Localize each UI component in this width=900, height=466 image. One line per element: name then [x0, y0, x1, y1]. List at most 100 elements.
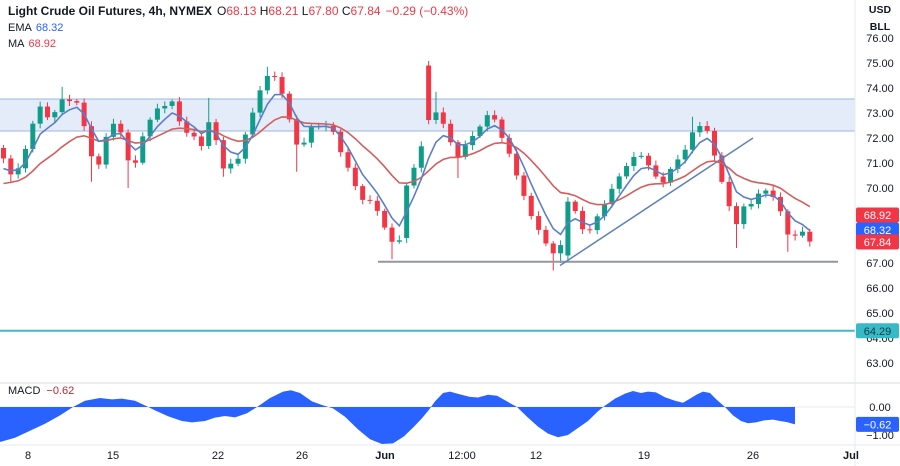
macd-label-box — [856, 416, 899, 432]
candle-body — [638, 155, 644, 157]
candle-body — [44, 106, 50, 118]
candle-body — [279, 77, 285, 94]
time-label[interactable]: 12:00 — [448, 450, 476, 462]
candle-body — [220, 140, 226, 169]
candle-body — [770, 190, 776, 198]
time-label[interactable]: 26 — [296, 450, 308, 462]
candle-body — [697, 126, 703, 133]
candle-body — [338, 131, 344, 153]
candle-body — [580, 211, 586, 230]
candle-body — [88, 126, 94, 157]
candle-body — [103, 136, 109, 165]
candle-body — [528, 195, 534, 217]
ma-legend-row[interactable]: MA 68.92 — [8, 38, 468, 50]
price-tick: 75.00 — [866, 58, 894, 70]
price-tick: 70.00 — [866, 183, 894, 195]
time-label[interactable]: 19 — [638, 450, 650, 462]
candle-body — [294, 119, 300, 145]
time-label[interactable]: 26 — [747, 450, 759, 462]
ohlc-key: H — [259, 4, 269, 18]
candle-body — [37, 106, 43, 124]
price-tick: 74.00 — [866, 83, 894, 95]
candle-body — [176, 101, 182, 122]
candle-body — [8, 158, 14, 175]
ohlc-key: O — [217, 4, 227, 18]
candle-body — [382, 210, 388, 228]
candle-body — [799, 231, 805, 236]
candle-body — [389, 227, 395, 242]
ohlc-values: O68.13 H68.21 L67.80 C67.84 — [217, 4, 381, 18]
time-label[interactable]: Jul — [843, 450, 859, 462]
candle-body — [367, 199, 373, 201]
candle-body — [616, 176, 622, 189]
ohlc-key: C — [341, 4, 351, 18]
time-label[interactable]: 12 — [530, 450, 542, 462]
candle-body — [726, 181, 732, 207]
candle-body — [734, 206, 739, 225]
candle-body — [154, 108, 160, 120]
candle-body — [360, 186, 366, 200]
time-label[interactable]: 22 — [212, 450, 224, 462]
candle-body — [462, 145, 468, 158]
price-label-text: 64.29 — [864, 326, 892, 338]
ma-line — [3, 116, 811, 208]
candle-body — [125, 132, 131, 161]
macd-tick: 0.00 — [869, 402, 890, 414]
candle-body — [411, 167, 417, 186]
candle-body — [492, 115, 498, 120]
time-label[interactable]: Jun — [375, 450, 395, 462]
candle-body — [536, 216, 542, 230]
candle-body — [147, 119, 153, 137]
candle-body — [426, 65, 432, 120]
ohlc-value: 67.84 — [350, 4, 381, 18]
price-label-text: 68.92 — [864, 210, 892, 222]
candle-body — [132, 160, 138, 163]
candle-body — [792, 234, 798, 236]
candle-body — [198, 136, 204, 146]
candle-body — [521, 175, 527, 196]
candles — [1, 61, 813, 271]
axis-unit-usd: USD — [869, 4, 892, 16]
candle-body — [499, 119, 505, 138]
price-tick: 76.00 — [866, 33, 894, 45]
macd-tick: −1.00 — [866, 430, 894, 442]
candle-body — [1, 148, 6, 159]
candle-body — [110, 123, 116, 137]
candle-body — [140, 136, 146, 163]
candle-body — [484, 115, 490, 127]
candle-body — [396, 240, 402, 242]
candle-body — [660, 176, 666, 183]
price-label-box — [856, 323, 899, 339]
ohlc-value: 68.13 — [226, 4, 257, 18]
candle-body — [712, 130, 718, 156]
macd-label: MACD — [8, 385, 41, 397]
candle-body — [558, 245, 564, 254]
candle-body — [719, 155, 725, 182]
candle-body — [418, 146, 424, 168]
ema-label: EMA — [8, 22, 32, 34]
time-label[interactable]: 15 — [107, 450, 119, 462]
candle-body — [228, 163, 234, 169]
legend: Light Crude Oil Futures, 4h, NYMEX O68.1… — [8, 4, 468, 50]
change-value: −0.29 (−0.43%) — [385, 4, 469, 18]
price-tick: 72.00 — [866, 133, 894, 145]
candle-body — [264, 75, 270, 91]
candle-body — [550, 243, 556, 254]
macd-legend-row[interactable]: MACD −0.62 — [8, 385, 74, 397]
candle-body — [646, 155, 652, 166]
candle-body — [690, 132, 696, 150]
price-tick: 73.00 — [866, 108, 894, 120]
candle-body — [506, 137, 512, 154]
ascending-trendline[interactable] — [559, 137, 754, 267]
candle-body — [184, 121, 190, 133]
price-tick: 66.00 — [866, 283, 894, 295]
candle-body — [594, 216, 600, 231]
symbol-title[interactable]: Light Crude Oil Futures, 4h, NYMEX — [8, 4, 213, 18]
time-label[interactable]: 8 — [25, 450, 31, 462]
candle-body — [206, 122, 212, 146]
price-label-box — [856, 222, 899, 238]
price-label-text: 68.32 — [864, 225, 892, 237]
ema-legend-row[interactable]: EMA 68.32 — [8, 22, 468, 34]
symbol-row: Light Crude Oil Futures, 4h, NYMEX O68.1… — [8, 4, 468, 18]
